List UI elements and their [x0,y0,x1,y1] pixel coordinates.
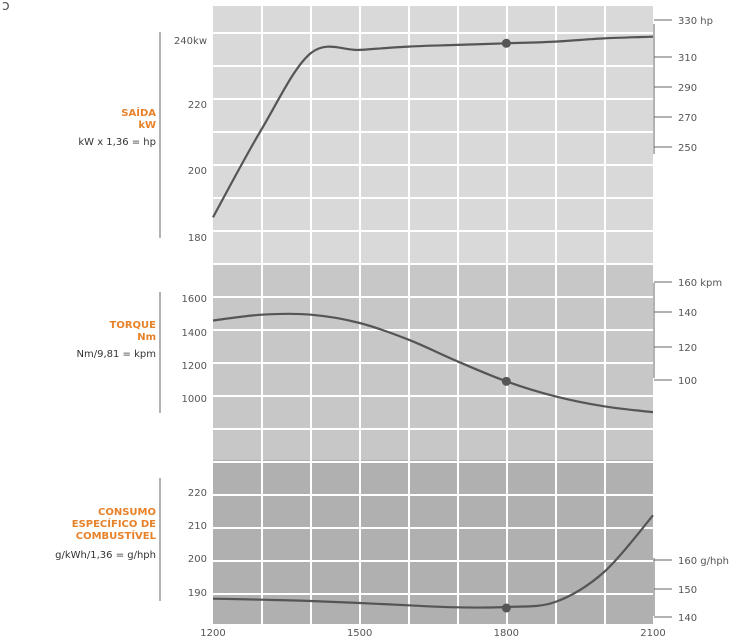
torque-right-tick-label: 140 [678,308,697,319]
output-right-tick-label: 270 [678,113,697,124]
consumption-right-tick-label: 140 [678,613,697,624]
torque-right-tick-label: 160 kpm [678,278,722,289]
grid-band-top [213,6,653,264]
torque-left-tick-label: 1000 [182,394,207,405]
x-axis-tick-label: 1800 [494,628,519,639]
torque-conversion: Nm/9,81 = kpm [76,349,156,360]
output-right-tick-label: 310 [678,53,697,64]
torque-right-tick-label: 120 [678,343,697,354]
torque-left-tick-label: 1400 [182,328,207,339]
output-left-tick-label: 240kw [174,36,207,47]
consumption-left-tick-label: 200 [188,554,207,565]
panel-label-torque: TORQUE Nm Nm/9,81 = kpm [20,320,156,361]
output-left-tick-label: 180 [188,233,207,244]
consumption-left-tick-label: 210 [188,521,207,532]
output-conversion: kW x 1,36 = hp [78,137,156,148]
output-right-tick-label: 330 hp [678,16,713,27]
output-curve [212,35,654,218]
panel-label-consumption: CONSUMO ESPECÍFICO DE COMBUSTÍVEL g/kWh/… [8,507,156,562]
consumption-left-tick-label: 190 [188,588,207,599]
output-right-tick-label: 250 [678,143,697,154]
grid-band-bottom [213,460,653,624]
consumption-right-tick-label: 150 [678,585,697,596]
output-title: SAÍDA [121,108,156,119]
consumption-marker-dot [501,603,511,613]
output-left-tick-label: 200 [188,166,207,177]
consumption-unit: ESPECÍFICO DE [71,519,156,530]
corner-mark: ↄ [2,0,10,14]
output-marker-dot [501,38,511,48]
output-right-tick-label: 290 [678,83,697,94]
x-axis-tick-label: 1500 [347,628,372,639]
torque-marker-dot [501,376,511,386]
torque-title: TORQUE [109,320,156,331]
torque-left-tick-label: 1200 [182,361,207,372]
torque-unit: Nm [137,332,156,343]
consumption-left-tick-label: 220 [188,488,207,499]
consumption-title: CONSUMO [98,507,156,518]
torque-curve [212,312,654,414]
torque-left-tick-label: 1600 [182,294,207,305]
x-axis-tick-label: 2100 [640,628,665,639]
output-unit: kW [138,120,156,131]
consumption-curve [212,514,654,609]
x-axis-tick-label: 1200 [200,628,225,639]
torque-right-tick-label: 100 [678,376,697,387]
consumption-unit2: COMBUSTÍVEL [75,531,156,542]
consumption-conversion: g/kWh/1,36 = g/hph [55,550,156,561]
panel-label-output: SAÍDA kW kW x 1,36 = hp [20,108,156,149]
consumption-right-tick-label: 160 g/hph [678,556,729,567]
output-left-tick-label: 220 [188,100,207,111]
